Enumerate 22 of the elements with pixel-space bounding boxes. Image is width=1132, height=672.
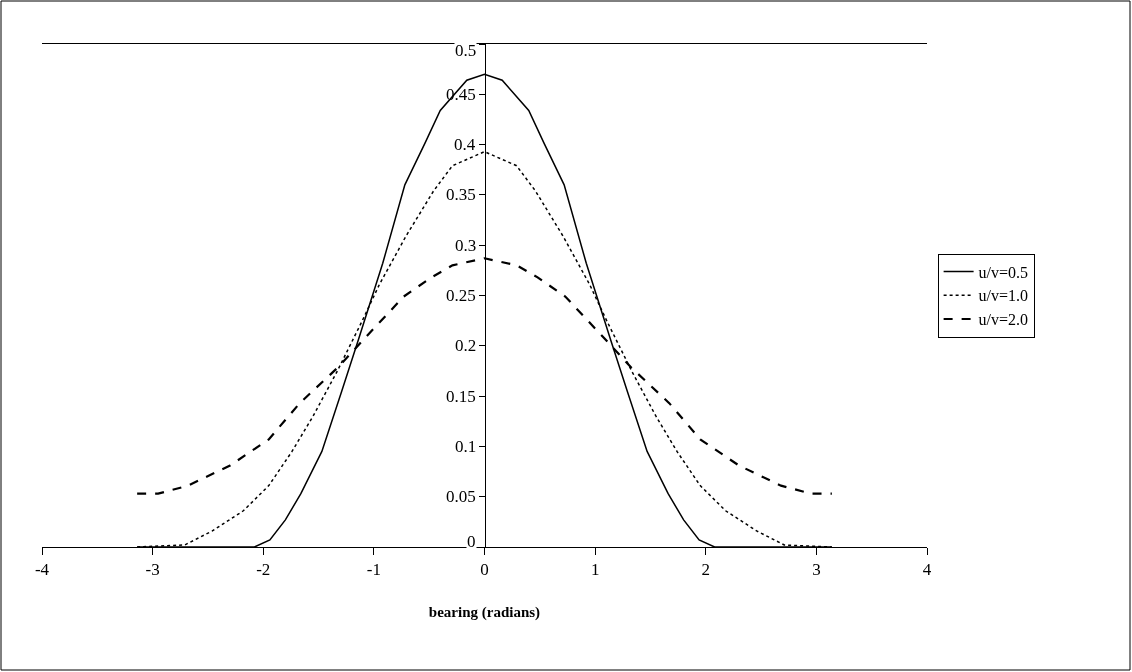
x-tick-label: 1 xyxy=(590,560,600,580)
x-tick-label: 3 xyxy=(812,560,821,580)
legend-label: u/v=0.5 xyxy=(978,263,1029,281)
y-tick-label: 0.2 xyxy=(455,336,477,355)
x-tick-label: 2 xyxy=(701,560,710,580)
y-tick-label: 0.05 xyxy=(446,487,476,506)
x-tick-label: -4 xyxy=(34,560,50,580)
y-tick-label: 0.5 xyxy=(455,41,477,60)
x-tick-label: -1 xyxy=(366,560,381,580)
legend-label: u/v=1.0 xyxy=(978,287,1029,305)
y-tick-label: 0.4 xyxy=(454,135,476,154)
y-tick-label: 0.15 xyxy=(446,387,476,406)
x-axis-title: bearing (radians) xyxy=(428,604,541,622)
y-tick-label: 0 xyxy=(467,532,476,551)
y-tick-label: 0.25 xyxy=(446,286,476,305)
x-tick-label: 4 xyxy=(922,560,932,580)
x-tick-label: -3 xyxy=(145,560,160,580)
x-tick-label: -2 xyxy=(256,560,271,580)
y-tick-label: 0.3 xyxy=(455,236,477,255)
legend-label: u/v=2.0 xyxy=(978,311,1029,329)
y-tick-label: 0.1 xyxy=(455,437,477,456)
y-tick-label: 0.35 xyxy=(446,185,476,204)
